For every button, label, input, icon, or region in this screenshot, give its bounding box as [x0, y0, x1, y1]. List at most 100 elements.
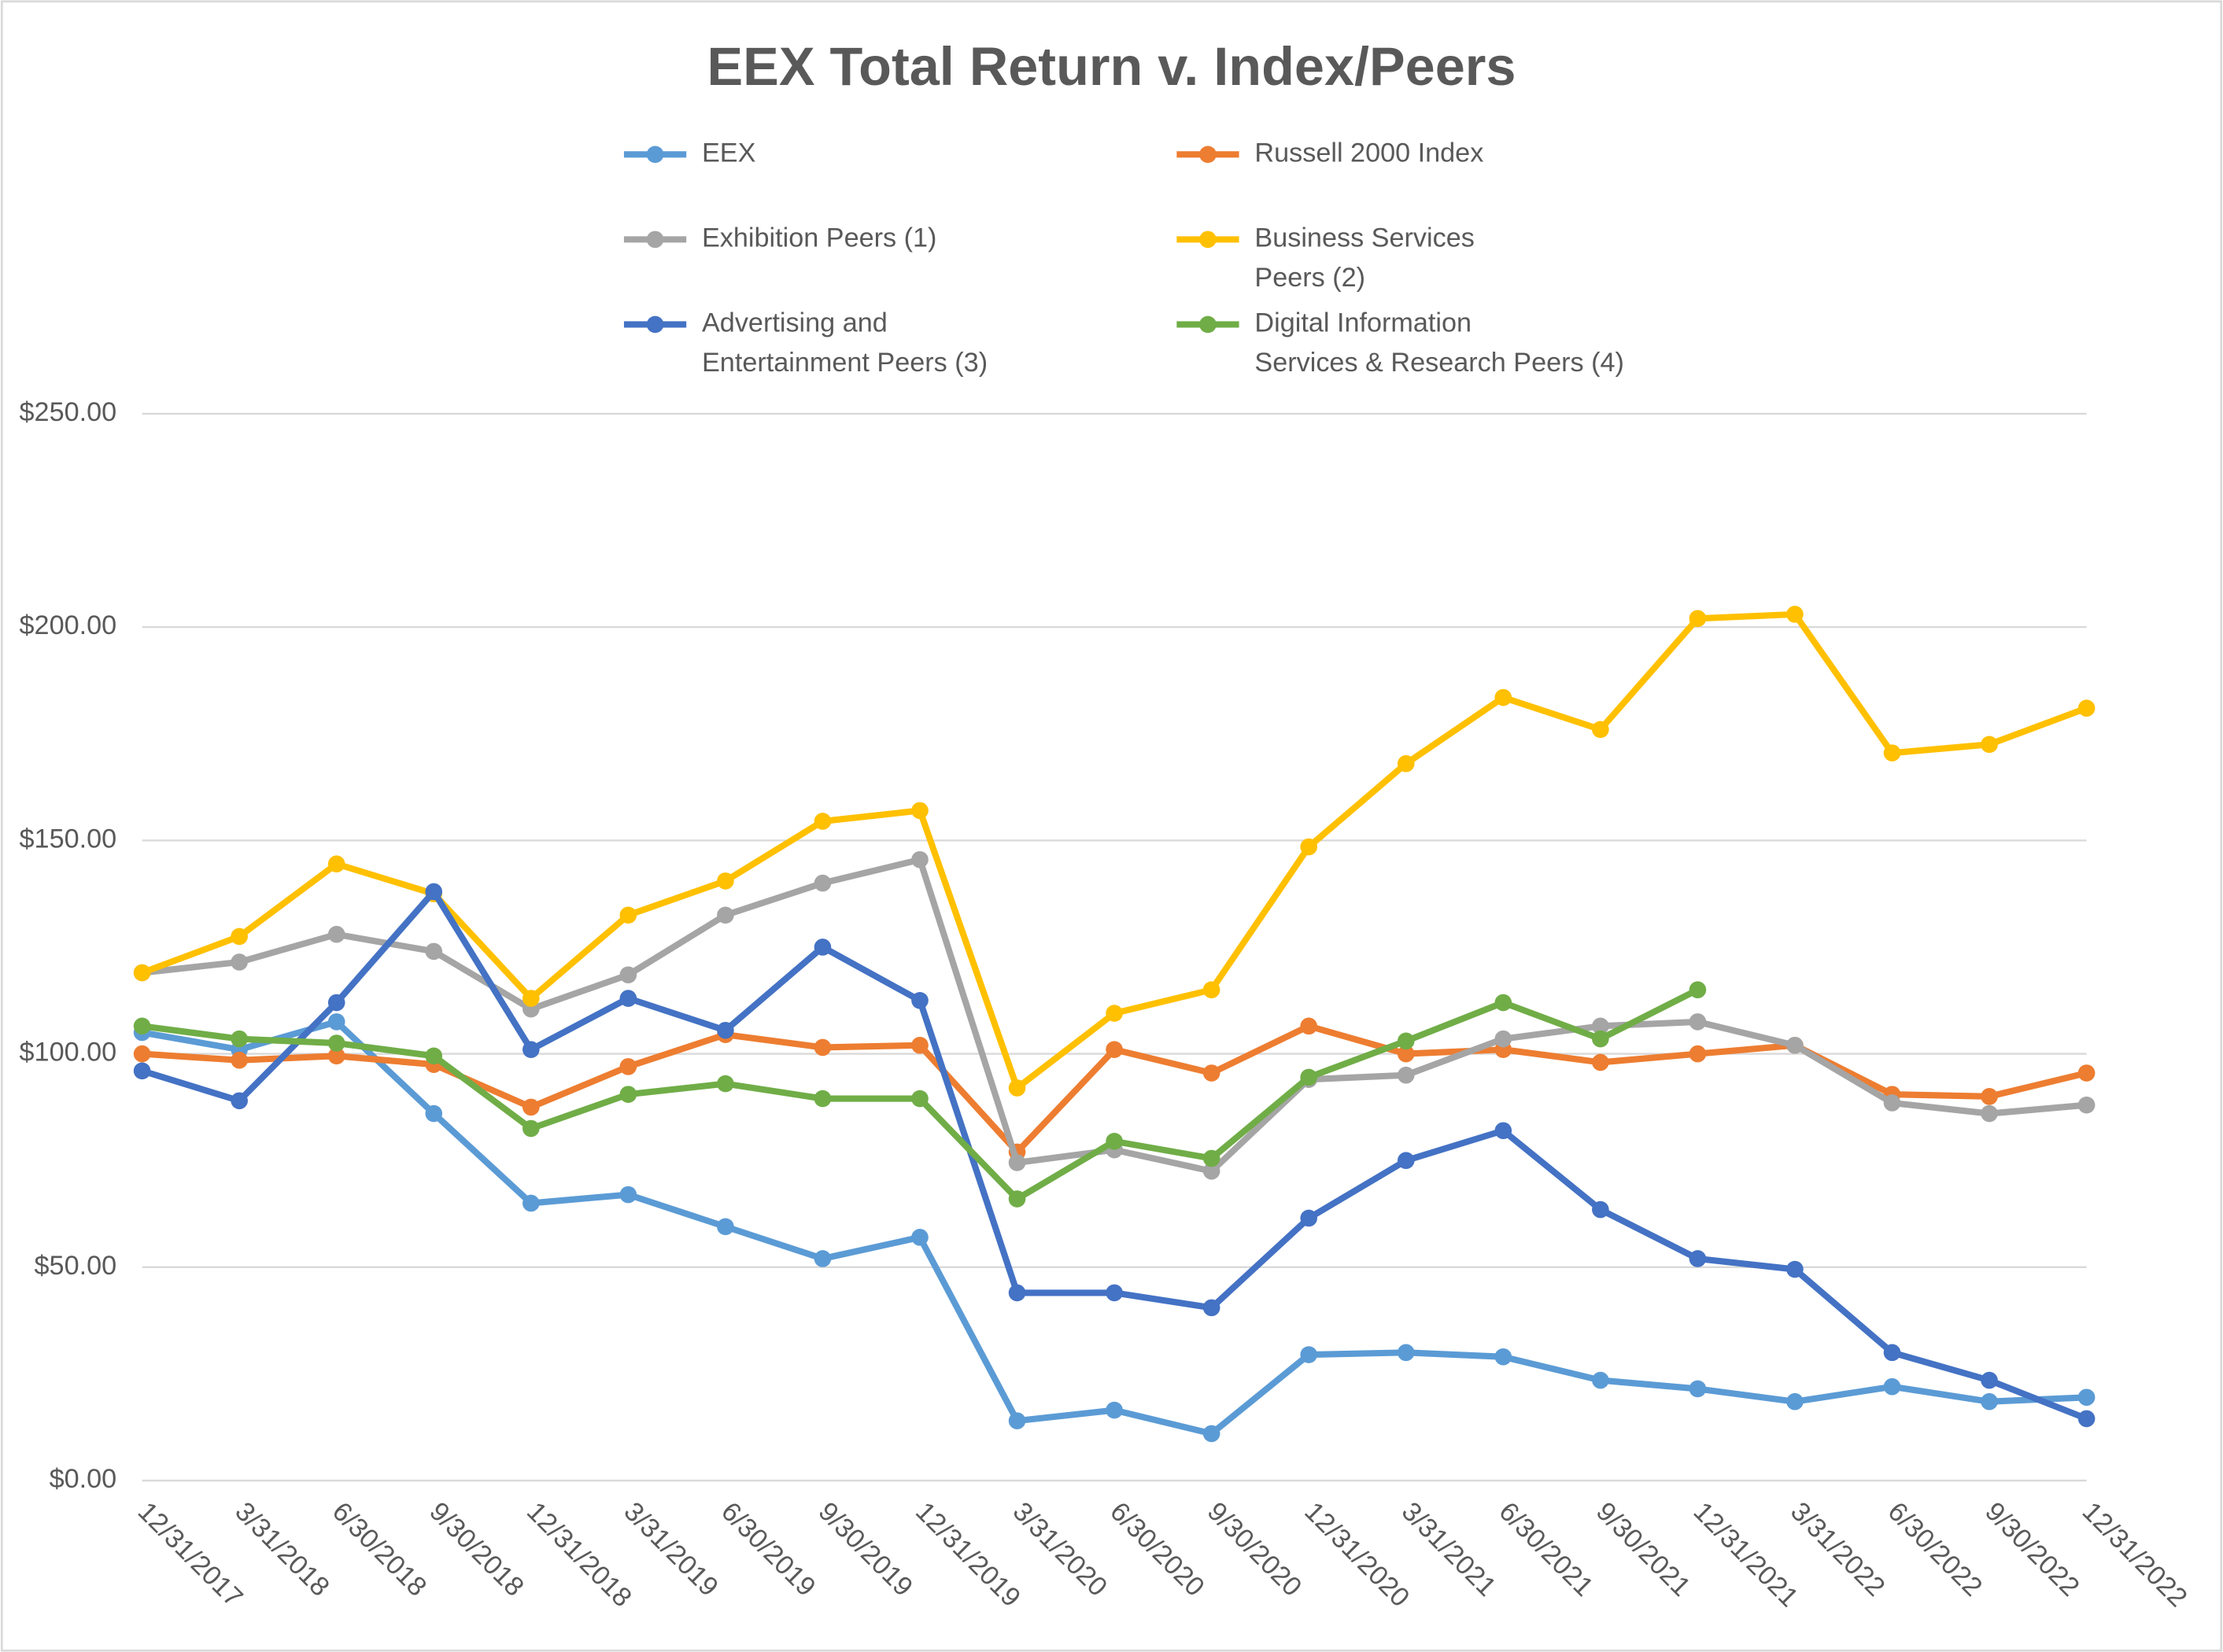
data-point: [1008, 1079, 1026, 1097]
legend-label: Exhibition Peers (1): [702, 223, 936, 253]
legend-label: Russell 2000 Index: [1254, 138, 1483, 168]
data-point: [1008, 1190, 1026, 1208]
data-point: [814, 874, 832, 892]
legend-item: Digital Information Services & Research …: [1176, 308, 1624, 378]
data-point: [619, 990, 637, 1007]
data-point: [1883, 1344, 1901, 1362]
data-point: [1106, 1284, 1123, 1302]
data-point: [1202, 1162, 1220, 1180]
data-point: [1397, 1152, 1415, 1170]
data-point: [911, 850, 929, 868]
data-point: [2077, 1410, 2096, 1428]
data-point: [1981, 736, 1998, 754]
data-point: [1786, 1260, 1804, 1278]
data-point: [327, 1034, 345, 1052]
data-point: [522, 1098, 540, 1116]
data-point: [327, 994, 345, 1012]
data-point: [1592, 1030, 1609, 1048]
data-point: [1883, 1094, 1901, 1112]
data-point: [717, 1021, 734, 1039]
data-point: [1981, 1371, 1998, 1389]
data-point: [327, 1047, 345, 1065]
data-point: [327, 855, 345, 873]
data-point: [1494, 1122, 1512, 1140]
data-point: [814, 938, 832, 956]
data-point: [911, 802, 929, 820]
data-point: [1592, 1371, 1609, 1389]
y-tick-label: $100.00: [20, 1038, 117, 1068]
data-point: [1981, 1104, 1998, 1123]
data-point: [1592, 1017, 1609, 1035]
data-point: [425, 1104, 443, 1123]
data-point: [327, 1013, 345, 1031]
data-point: [1981, 1392, 1998, 1410]
data-point: [327, 925, 345, 943]
data-point: [814, 1250, 832, 1267]
data-point: [717, 872, 734, 890]
data-point: [1202, 981, 1220, 999]
data-point: [1592, 721, 1609, 739]
data-point: [1786, 606, 1804, 623]
data-point: [1592, 1053, 1609, 1071]
data-point: [2077, 1388, 2096, 1407]
data-point: [717, 1075, 734, 1093]
data-point: [911, 1229, 929, 1246]
data-point: [1883, 744, 1901, 761]
data-point: [1397, 1045, 1415, 1063]
legend-marker: [646, 315, 664, 334]
data-point: [619, 1186, 637, 1204]
legend-item: Exhibition Peers (1): [623, 223, 936, 253]
data-point: [522, 1041, 540, 1058]
y-tick-label: $150.00: [20, 824, 117, 854]
chart-title: EEX Total Return v. Index/Peers: [707, 36, 1516, 97]
data-point: [911, 1090, 929, 1108]
data-point: [522, 990, 540, 1007]
data-point: [1981, 1088, 1998, 1105]
legend-label: Digital Information Services & Research …: [1254, 308, 1624, 377]
data-point: [1202, 1064, 1220, 1082]
data-point: [231, 953, 248, 971]
data-point: [1106, 1401, 1123, 1419]
data-point: [1689, 1045, 1707, 1063]
data-point: [619, 906, 637, 924]
data-point: [1689, 981, 1707, 999]
legend-marker: [1199, 146, 1217, 164]
data-point: [425, 883, 443, 901]
data-point: [1689, 610, 1707, 628]
data-point: [1494, 994, 1512, 1012]
legend-marker: [646, 230, 664, 249]
data-point: [1008, 1412, 1026, 1429]
data-point: [619, 966, 637, 984]
data-point: [1008, 1284, 1026, 1302]
data-point: [1883, 1377, 1901, 1396]
data-point: [1202, 1425, 1220, 1443]
data-point: [231, 1092, 248, 1110]
legend-item: Russell 2000 Index: [1176, 138, 1483, 168]
legend-marker: [1199, 315, 1217, 334]
data-point: [814, 1038, 832, 1056]
data-point: [1008, 1154, 1026, 1171]
legend-label: EEX: [702, 138, 756, 168]
data-point: [717, 906, 734, 924]
data-point: [717, 1218, 734, 1236]
data-point: [133, 1017, 151, 1035]
y-tick-label: $250.00: [20, 397, 117, 427]
data-point: [1494, 688, 1512, 706]
data-point: [911, 1036, 929, 1054]
data-point: [1689, 1380, 1707, 1398]
data-point: [619, 1058, 637, 1075]
data-point: [1689, 1250, 1707, 1267]
legend-label: Business Services Peers (2): [1254, 223, 1482, 292]
data-point: [1397, 1066, 1415, 1084]
data-point: [1202, 1149, 1220, 1167]
data-point: [1397, 754, 1415, 773]
data-point: [1300, 1017, 1318, 1035]
data-point: [814, 813, 832, 830]
data-point: [133, 964, 151, 982]
data-point: [425, 1047, 443, 1065]
data-point: [814, 1090, 832, 1108]
data-point: [1592, 1200, 1609, 1219]
